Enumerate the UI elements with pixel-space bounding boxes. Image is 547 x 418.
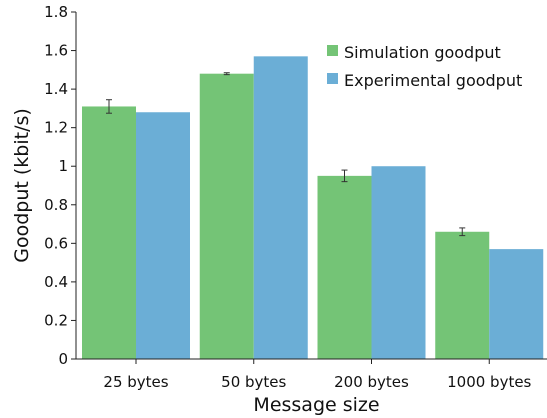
bar-simulation-2 <box>317 175 372 359</box>
y-tick-label: 1.6 <box>44 42 68 60</box>
bar-experimental-1 <box>253 56 308 359</box>
y-tick-label: 1.4 <box>44 80 68 98</box>
x-tick-label: 1000 bytes <box>447 373 531 391</box>
bar-experimental-2 <box>371 166 426 359</box>
bar-simulation-3 <box>435 231 490 359</box>
y-tick-label: 0.2 <box>44 311 68 329</box>
bar-experimental-0 <box>136 112 190 359</box>
y-tick-label: 0.4 <box>44 273 68 291</box>
bar-simulation-0 <box>82 106 136 359</box>
y-tick-label: 0.6 <box>44 234 68 252</box>
x-axis-title: Message size <box>253 394 379 416</box>
y-axis-title: Goodput (kbit/s) <box>11 108 33 263</box>
axes-layer <box>75 12 547 360</box>
y-ticks: 0 0.2 0.4 0.6 0.8 1 1.2 1.4 1.6 1.8 <box>44 3 76 368</box>
y-tick-label: 1.2 <box>44 119 68 137</box>
bar-simulation-1 <box>199 73 254 359</box>
x-ticks: 25 bytes 50 bytes 200 bytes 1000 bytes <box>103 359 532 391</box>
y-tick-label: 1 <box>58 157 68 175</box>
y-tick-label: 0.8 <box>44 196 68 214</box>
legend-swatch-experimental <box>327 73 338 84</box>
x-tick-label: 50 bytes <box>221 373 286 391</box>
error-bars-layer <box>106 72 466 237</box>
legend-label-simulation: Simulation goodput <box>344 43 501 62</box>
x-tick-label: 25 bytes <box>103 373 168 391</box>
x-tick-label: 200 bytes <box>334 373 409 391</box>
bar-experimental-3 <box>489 249 544 359</box>
legend: Simulation goodput Experimental goodput <box>327 43 522 90</box>
y-tick-label: 1.8 <box>44 3 68 21</box>
y-tick-label: 0 <box>58 350 68 368</box>
bars-layer <box>82 56 544 359</box>
legend-swatch-simulation <box>327 45 338 56</box>
legend-label-experimental: Experimental goodput <box>344 71 522 90</box>
